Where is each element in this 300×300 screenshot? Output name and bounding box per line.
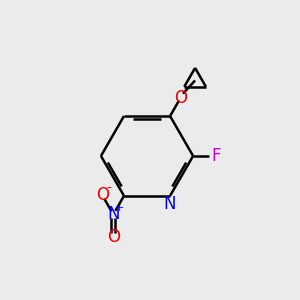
- Text: O: O: [174, 88, 187, 106]
- Text: O: O: [96, 186, 109, 204]
- Text: N: N: [164, 195, 176, 213]
- Text: N: N: [107, 206, 119, 224]
- Text: +: +: [115, 203, 124, 213]
- Text: F: F: [211, 147, 221, 165]
- Text: -: -: [106, 182, 111, 196]
- Text: O: O: [107, 228, 120, 246]
